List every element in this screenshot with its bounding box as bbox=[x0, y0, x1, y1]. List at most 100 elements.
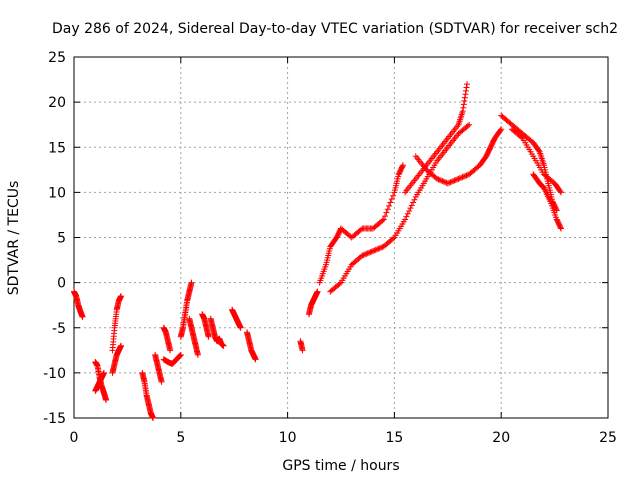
data-point bbox=[370, 248, 377, 255]
data-point bbox=[435, 176, 442, 183]
data-point bbox=[498, 126, 505, 133]
data-point bbox=[388, 196, 395, 203]
data-point bbox=[117, 293, 124, 300]
data-point bbox=[460, 173, 467, 180]
data-point bbox=[558, 189, 565, 196]
y-axis-label: SDTVAR / TECUs bbox=[6, 181, 22, 296]
x-tick-label: 10 bbox=[279, 430, 297, 446]
data-point bbox=[442, 179, 449, 186]
data-point bbox=[358, 226, 365, 233]
data-point bbox=[378, 244, 385, 251]
data-point bbox=[220, 342, 227, 349]
series-track-g bbox=[152, 351, 165, 385]
data-point bbox=[408, 202, 415, 209]
data-point bbox=[464, 122, 471, 129]
series-track-w bbox=[508, 126, 565, 196]
data-point bbox=[464, 81, 471, 88]
data-point bbox=[380, 216, 387, 223]
data-point bbox=[407, 205, 414, 212]
data-point bbox=[383, 209, 390, 216]
y-tick-label: 25 bbox=[48, 50, 66, 66]
data-point bbox=[459, 108, 466, 115]
data-point bbox=[463, 172, 470, 179]
data-point bbox=[462, 173, 469, 180]
data-point bbox=[535, 147, 542, 154]
data-point bbox=[518, 134, 525, 141]
data-point bbox=[167, 347, 174, 354]
data-point bbox=[363, 250, 370, 257]
data-point bbox=[463, 84, 470, 91]
data-point bbox=[364, 250, 371, 257]
x-tick-label: 0 bbox=[70, 430, 79, 446]
data-point bbox=[314, 288, 321, 295]
data-point bbox=[439, 178, 446, 185]
series-track-a bbox=[71, 288, 86, 320]
data-point bbox=[403, 213, 410, 220]
data-point bbox=[366, 249, 373, 256]
series-track-j bbox=[177, 279, 195, 340]
data-point bbox=[452, 176, 459, 183]
data-point bbox=[360, 251, 367, 258]
series-track-o bbox=[244, 329, 259, 363]
series-track-r bbox=[316, 162, 406, 286]
data-point bbox=[462, 87, 469, 94]
series-track-e bbox=[109, 342, 124, 376]
data-point bbox=[462, 91, 469, 98]
data-point bbox=[299, 347, 306, 354]
data-point bbox=[177, 352, 184, 359]
x-axis-label: GPS time / hours bbox=[282, 458, 399, 474]
x-tick-label: 5 bbox=[176, 430, 185, 446]
data-point bbox=[404, 210, 411, 217]
data-point bbox=[454, 176, 461, 183]
series-track-q bbox=[305, 288, 321, 318]
data-point bbox=[460, 104, 467, 111]
series-track-c bbox=[92, 369, 107, 394]
x-tick-labels: 0 5 10 15 20 25 bbox=[70, 430, 617, 446]
data-point bbox=[386, 202, 393, 209]
x-tick-label: 15 bbox=[385, 430, 403, 446]
data-point bbox=[150, 415, 157, 421]
series-track-u bbox=[412, 126, 505, 187]
data-point bbox=[382, 213, 389, 220]
grid bbox=[74, 57, 608, 418]
y-tick-label: 10 bbox=[48, 185, 66, 201]
data-point bbox=[411, 196, 418, 203]
x-tick-label: 25 bbox=[599, 430, 617, 446]
data-point bbox=[103, 396, 110, 403]
data-point bbox=[406, 207, 413, 214]
y-tick-label: 20 bbox=[48, 95, 66, 111]
axis-ticks bbox=[73, 56, 609, 419]
data-point bbox=[448, 178, 455, 185]
data-point bbox=[372, 246, 379, 253]
data-point bbox=[497, 127, 504, 134]
series-track-p bbox=[297, 338, 306, 354]
data-point bbox=[399, 162, 406, 169]
data-point bbox=[399, 163, 406, 170]
data-point bbox=[100, 369, 107, 376]
data-point bbox=[557, 224, 564, 231]
series-track-i bbox=[160, 324, 174, 354]
data-point bbox=[177, 351, 184, 358]
y-tick-label: -5 bbox=[52, 321, 66, 337]
data-point bbox=[451, 177, 458, 184]
y-tick-label: 5 bbox=[57, 231, 66, 247]
data-point bbox=[440, 178, 447, 185]
data-point bbox=[434, 175, 441, 182]
data-point bbox=[368, 248, 375, 255]
data-point bbox=[375, 245, 382, 252]
series-track-d bbox=[109, 293, 124, 354]
y-tick-labels: -15 -10 -5 0 5 10 15 20 25 bbox=[43, 50, 66, 427]
data-point bbox=[237, 324, 244, 331]
data-point bbox=[374, 246, 381, 253]
series-track-h bbox=[160, 351, 184, 367]
series-track-k bbox=[186, 315, 201, 358]
data-point bbox=[402, 216, 409, 223]
data-point bbox=[466, 121, 473, 128]
x-tick-label: 20 bbox=[492, 430, 510, 446]
y-tick-label: 0 bbox=[57, 276, 66, 292]
data-point bbox=[455, 175, 462, 182]
data-point bbox=[460, 101, 467, 108]
data-point bbox=[410, 199, 417, 206]
series-track-s bbox=[327, 121, 473, 295]
y-tick-label: -15 bbox=[43, 411, 66, 427]
